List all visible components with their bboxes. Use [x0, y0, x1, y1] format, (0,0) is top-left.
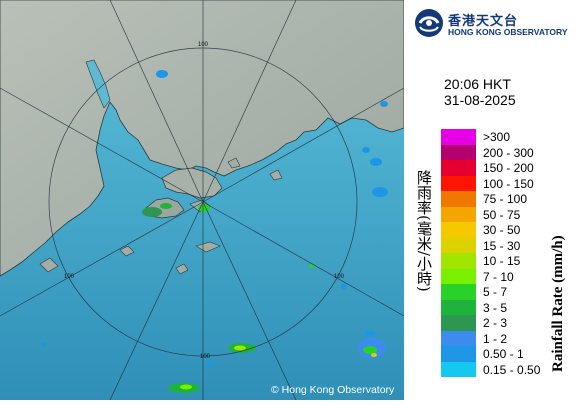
observation-date: 31-08-2025 [444, 92, 516, 108]
legend-label: 5 - 7 [483, 285, 508, 299]
legend-item: 10 - 15 [441, 253, 571, 269]
legend-label: 1 - 2 [483, 331, 508, 346]
legend-item: 0.50 - 1 [441, 346, 571, 362]
legend-label: 30 - 50 [483, 223, 521, 237]
legend-swatch [441, 268, 476, 284]
legend-label: 15 - 30 [483, 238, 521, 253]
range-ring-label: 100 [200, 354, 211, 360]
info-panel: 香港天文台 HONG KONG OBSERVATORY 20:06 HKT 31… [404, 0, 577, 400]
legend-label: 150 - 200 [483, 161, 534, 175]
range-ring-label: 100 [64, 274, 75, 280]
legend-swatch [441, 206, 476, 222]
legend-item: 15 - 30 [441, 237, 571, 253]
island [227, 157, 241, 169]
legend-swatch [441, 284, 476, 300]
org-name-cn: 香港天文台 [448, 13, 519, 28]
legend-item: 5 - 7 [441, 284, 571, 300]
legend-swatch [441, 191, 476, 207]
legend-swatch [441, 144, 476, 160]
legend-label: >300 [483, 130, 511, 144]
river-estuary [85, 59, 111, 109]
legend-label: 0.15 - 0.50 [483, 362, 541, 377]
legend-swatch [441, 330, 476, 346]
legend-swatch [441, 315, 476, 331]
legend-swatch [441, 222, 476, 238]
observation-time: 20:06 HKT [444, 76, 511, 92]
legend-item: 7 - 10 [441, 268, 571, 284]
radar-map: 100 100 100 100 © Hong Kong Observatory [0, 0, 405, 401]
mainland-area [0, 0, 405, 277]
hko-logo: 香港天文台 HONG KONG OBSERVATORY [412, 6, 577, 42]
legend-item: 150 - 200 [441, 160, 571, 176]
range-ring-label: 100 [198, 42, 209, 48]
legend-swatch [441, 299, 476, 315]
legend-item: 1 - 2 [441, 330, 571, 346]
legend-swatch [441, 129, 476, 145]
legend-item: 200 - 300 [441, 144, 571, 160]
legend-label: 200 - 300 [483, 145, 534, 160]
island [39, 257, 59, 273]
legend-label: 2 - 3 [483, 316, 508, 330]
hong-kong-area [161, 167, 223, 199]
legend-label: 100 - 150 [483, 176, 534, 191]
legend-label: 10 - 15 [483, 254, 521, 268]
legend-swatch [441, 346, 476, 362]
hko-logo-icon [415, 9, 443, 37]
legend-swatch [441, 175, 476, 191]
legend-label: 7 - 10 [483, 269, 514, 284]
legend-item: >300 [441, 129, 571, 145]
legend-swatch [441, 361, 476, 377]
legend-swatch [441, 253, 476, 269]
radar-echoes [41, 70, 388, 393]
legend-item: 100 - 150 [441, 175, 571, 191]
legend-swatch [441, 237, 476, 253]
legend-item: 3 - 5 [441, 299, 571, 315]
org-name-en: HONG KONG OBSERVATORY [448, 27, 568, 37]
legend-item: 75 - 100 [441, 191, 571, 207]
legend-label: 75 - 100 [483, 192, 528, 206]
legend-label: 50 - 75 [483, 207, 521, 222]
range-ring-label: 100 [334, 274, 345, 280]
island [269, 169, 283, 181]
legend-label: 3 - 5 [483, 300, 508, 315]
island [175, 263, 189, 275]
legend-item: 2 - 3 [441, 315, 571, 331]
legend-title-cn: 降雨率(毫米/小時) [415, 170, 433, 292]
legend-item: 0.15 - 0.50 [441, 361, 571, 377]
copyright-notice: © Hong Kong Observatory [271, 384, 395, 396]
legend-label: 0.50 - 1 [483, 347, 524, 361]
legend-item: 50 - 75 [441, 206, 571, 222]
range-rings [0, 0, 405, 401]
legend-item: 30 - 50 [441, 222, 571, 238]
island [119, 245, 135, 257]
legend-swatch [441, 160, 476, 176]
